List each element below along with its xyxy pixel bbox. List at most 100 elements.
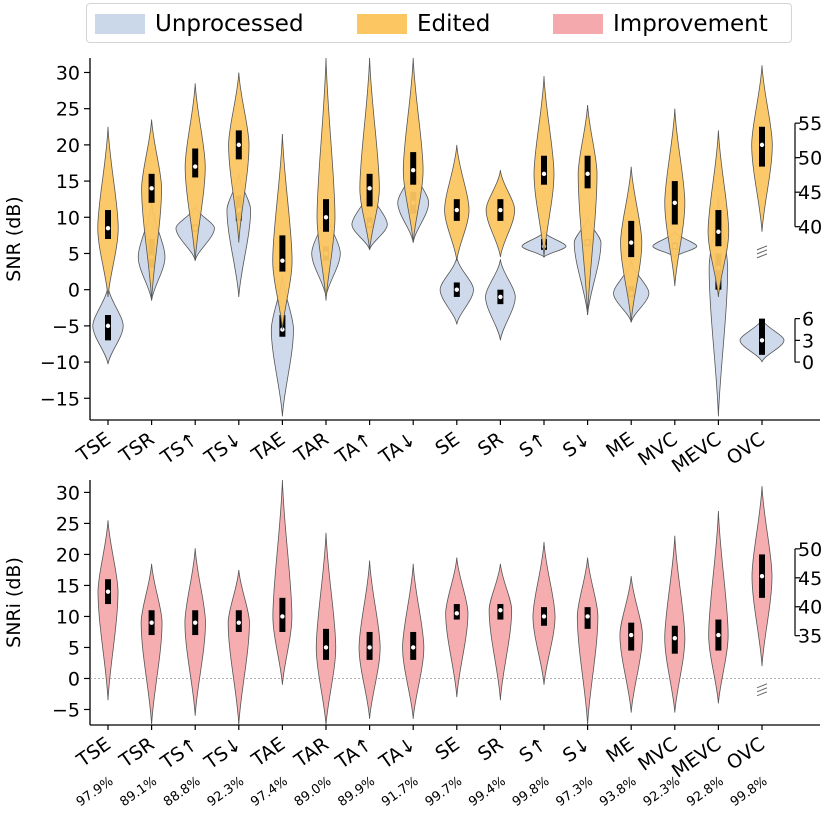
violin-improvement-9 — [488, 563, 513, 701]
inset-tick-label: 45 — [798, 568, 822, 590]
x-tick-label: TS↑ — [156, 733, 202, 774]
inset-minor-label: 3 — [802, 330, 814, 352]
x-tick-label: OVC — [723, 428, 769, 469]
median-dot — [236, 620, 241, 625]
legend-label-unprocessed: Unprocessed — [155, 11, 304, 37]
y-tick-label: 10 — [56, 606, 80, 628]
inset-tick-label: 40 — [798, 217, 822, 239]
iqr-bar — [715, 210, 722, 247]
axis-break-marker — [756, 253, 768, 259]
median-dot — [498, 294, 503, 300]
x-tick-label: TS↓ — [200, 428, 246, 469]
x-tick-label: SE — [431, 428, 463, 460]
axis-break-marker — [756, 687, 768, 693]
iqr-bar — [541, 155, 547, 185]
x-tick-label: MEVC — [668, 428, 725, 477]
median-dot — [759, 338, 765, 343]
legend-item-improvement: Improvement — [553, 10, 768, 38]
y-tick-label: −10 — [40, 352, 80, 374]
violin-improvement-5 — [315, 532, 337, 726]
median-dot — [454, 611, 459, 616]
percentage-label: 99.4% — [466, 774, 508, 809]
median-dot — [716, 229, 721, 234]
median-dot — [672, 635, 677, 641]
x-tick-label: TSR — [115, 733, 159, 773]
percentage-label: 88.8% — [161, 774, 203, 809]
x-tick-label: TSR — [115, 428, 159, 468]
y-tick-label: 0 — [68, 280, 80, 302]
inset-minor-label: 6 — [802, 309, 814, 331]
median-dot — [367, 645, 372, 650]
y-tick-label: 25 — [56, 99, 80, 121]
y-tick-label: 30 — [56, 62, 80, 84]
axis-break-marker — [756, 249, 768, 255]
percentage-label: 91.7% — [379, 774, 421, 809]
median-dot — [454, 207, 459, 213]
x-tick-label: TA↑ — [331, 428, 376, 469]
percentage-label: 92.8% — [684, 774, 726, 809]
median-dot — [149, 186, 154, 191]
violin-improvement-4 — [272, 479, 293, 685]
violin-improvement-0 — [97, 520, 119, 701]
median-dot — [411, 645, 416, 650]
iqr-bar — [323, 628, 329, 660]
median-dot — [498, 608, 503, 613]
violin-improvement-8 — [445, 557, 469, 698]
x-tick-label: TAR — [290, 733, 333, 772]
percentage-label: 93.8% — [597, 774, 639, 809]
percentage-label: 97.3% — [553, 774, 595, 809]
iqr-bar — [192, 148, 199, 178]
x-tick-label: TSE — [72, 733, 115, 772]
inset-tick-label: 50 — [798, 148, 822, 170]
x-tick-label: TS↓ — [200, 733, 246, 774]
x-tick-label: ME — [602, 733, 638, 767]
violin-edited-7 — [402, 57, 424, 243]
legend-swatch-edited — [357, 14, 407, 34]
inset-tick-label: 35 — [798, 626, 822, 648]
violin-edited-1 — [141, 119, 162, 301]
y-tick-label: 20 — [56, 135, 80, 157]
x-tick-label: TAE — [247, 428, 289, 467]
y-tick-label: 5 — [68, 637, 80, 659]
x-tick-label: TA↑ — [331, 733, 376, 774]
percentage-label: 89.9% — [335, 774, 377, 809]
y-axis-label: SNR (dB) — [3, 196, 25, 281]
percentage-label: 92.3% — [205, 774, 247, 809]
y-tick-label: 20 — [56, 544, 80, 566]
y-tick-label: −15 — [40, 388, 80, 410]
x-tick-label: S↑ — [515, 733, 551, 767]
violin-unprocessed-4 — [270, 275, 294, 417]
x-tick-label: S↑ — [515, 428, 551, 462]
iqr-bar — [105, 210, 111, 239]
x-tick-label: S↓ — [559, 428, 595, 462]
median-dot — [105, 589, 111, 594]
inset-tick-label: 45 — [798, 182, 822, 204]
median-dot — [672, 200, 677, 205]
percentage-label: 89.0% — [292, 774, 334, 809]
x-tick-label: TA↓ — [375, 733, 420, 774]
percentage-label: 97.4% — [248, 774, 290, 809]
iqr-bar — [759, 318, 765, 355]
violin-improvement-3 — [227, 569, 250, 726]
median-dot — [280, 614, 285, 619]
median-dot — [541, 171, 547, 177]
x-tick-label: TA↓ — [375, 428, 420, 469]
legend-swatch-improvement — [553, 14, 603, 34]
axis-break-marker — [756, 683, 768, 689]
percentage-label: 97.9% — [74, 774, 116, 809]
median-dot — [411, 168, 416, 173]
axis-break-marker — [756, 691, 768, 697]
y-tick-label: −5 — [52, 316, 80, 338]
median-dot — [105, 323, 111, 329]
x-tick-label: TSE — [72, 428, 115, 467]
x-tick-label: SR — [474, 428, 507, 461]
legend: Unprocessed Edited Improvement — [86, 3, 792, 43]
x-tick-label: TS↑ — [156, 428, 202, 469]
median-dot — [367, 186, 372, 191]
iqr-bar — [279, 235, 286, 272]
median-dot — [280, 258, 285, 263]
median-dot — [498, 207, 503, 213]
x-tick-label: S↓ — [559, 733, 595, 767]
